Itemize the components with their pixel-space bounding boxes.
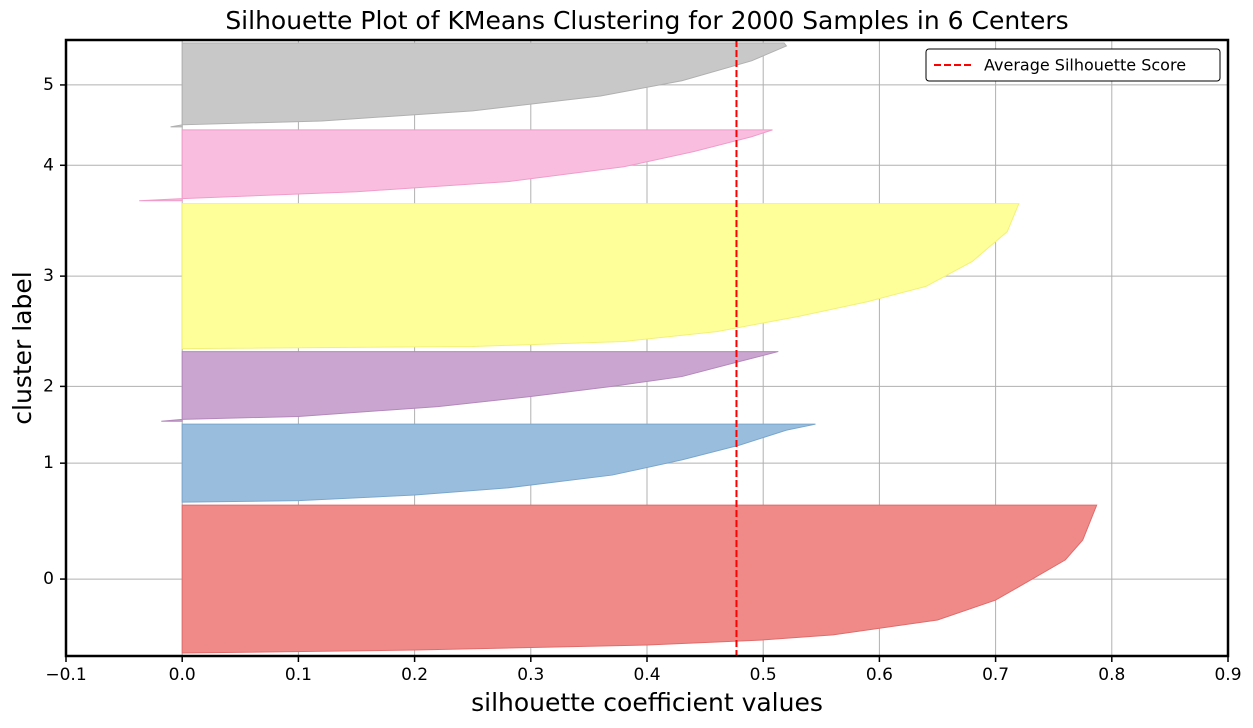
x-tick-label: 0.2 [401,665,428,685]
x-tick-label: 0.6 [866,665,893,685]
legend-label: Average Silhouette Score [984,56,1186,75]
x-tick-label: 0.5 [750,665,777,685]
y-tick-label: 2 [43,376,54,396]
x-tick-label: 0.3 [517,665,544,685]
y-tick-label: 3 [43,266,54,286]
x-tick-label: 0.7 [982,665,1009,685]
silhouette-area [170,42,788,128]
silhouette-area [181,423,816,503]
x-tick-label: 0.4 [633,665,660,685]
x-tick-label: 0.9 [1214,665,1241,685]
silhouette-area [181,203,1020,350]
y-tick-label: 5 [43,75,54,95]
x-tick-label: 0.8 [1098,665,1125,685]
silhouette-area [139,129,773,202]
y-tick-label: 4 [43,155,54,175]
x-tick-label: 0.0 [169,665,196,685]
x-tick-label: −0.1 [45,665,86,685]
y-tick-label: 1 [43,453,54,473]
plot-frame [64,38,1230,658]
silhouette-area [161,351,779,422]
silhouette-area [181,504,1098,654]
chart-title: Silhouette Plot of KMeans Clustering for… [225,6,1068,35]
y-tick-label: 0 [43,569,54,589]
x-tick-label: 0.1 [285,665,312,685]
y-axis-label: cluster label [8,271,37,424]
legend-box [925,48,1221,82]
x-axis-label: silhouette coefficient values [471,688,823,717]
